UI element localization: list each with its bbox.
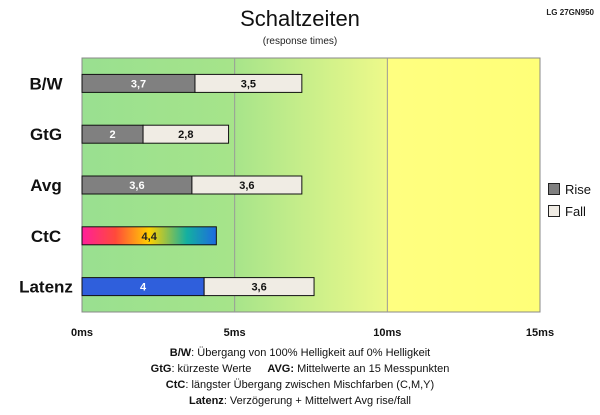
footnote-bw-key: B/W — [169, 347, 192, 359]
data-label-rise: 3,6 — [129, 180, 144, 192]
legend-swatch-fall — [548, 205, 560, 217]
footnote-ctc-text: : längster Übergang zwischen Mischfarben… — [185, 379, 435, 391]
bar-rise — [81, 226, 217, 246]
footnote-latenz-key: Latenz — [188, 395, 224, 407]
x-tick-label: 0ms — [71, 327, 93, 339]
data-label-fall: 3,6 — [239, 180, 254, 192]
bar-fall — [194, 73, 303, 93]
x-tick-label: 15ms — [526, 327, 554, 339]
footnote-bw-text: : Übergang von 100% Helligkeit auf 0% He… — [191, 347, 431, 359]
bar-fall — [191, 175, 303, 195]
footnote-gtg-text: : kürzeste Werte — [171, 363, 252, 375]
chart-legend: Rise Fall — [548, 178, 591, 222]
footnote-bw: B/W: Übergang von 100% Helligkeit auf 0%… — [0, 345, 600, 361]
chart-title: Schaltzeiten — [240, 6, 360, 31]
bar-fall — [203, 277, 315, 297]
legend-label-rise: Rise — [565, 181, 592, 197]
x-tick-label: 5ms — [224, 327, 246, 339]
legend-item-fall: Fall — [548, 200, 591, 222]
y-category-label: GtG — [30, 125, 62, 144]
chart-subtitle: (response times) — [262, 36, 338, 47]
y-category-label: B/W — [29, 74, 63, 93]
data-label-fall: 2,8 — [178, 129, 193, 141]
legend-label-fall: Fall — [565, 203, 586, 219]
footnote-latenz-text: : Verzögerung + Mittelwert Avg rise/fall — [223, 395, 412, 407]
data-label-fall: 3,5 — [241, 78, 256, 90]
data-label-fall: 3,6 — [251, 282, 266, 294]
footnote-gtg-avg: GtG: kürzeste Werte AVG: Mittelwerte an 1… — [0, 361, 600, 377]
legend-item-rise: Rise — [548, 178, 591, 200]
x-tick-label: 10ms — [373, 327, 401, 339]
bar-fall — [142, 124, 230, 144]
footnote-latenz: Latenz: Verzögerung + Mittelwert Avg ris… — [0, 393, 600, 409]
data-label-rise: 3,7 — [131, 78, 146, 90]
footnotes: B/W: Übergang von 100% Helligkeit auf 0%… — [0, 345, 600, 409]
footnote-avg-text: Mittelwerte an 15 Messpunkten — [294, 363, 450, 375]
data-label-rise: 4 — [140, 282, 147, 294]
y-category-label: Avg — [30, 176, 62, 195]
data-label-rise: 4,4 — [142, 231, 158, 243]
data-label-rise: 2 — [109, 129, 115, 141]
footnote-ctc: CtC: längster Übergang zwischen Mischfar… — [0, 377, 600, 393]
y-category-label: Latenz — [19, 278, 73, 297]
footnote-gtg-key: GtG — [150, 363, 172, 375]
footnote-ctc-key: CtC — [165, 379, 186, 391]
legend-swatch-rise — [548, 183, 560, 195]
footnote-avg-key: AVG: — [267, 363, 295, 375]
monitor-model-label: LG 27GN950 — [546, 8, 594, 17]
y-category-label: CtC — [31, 227, 61, 246]
